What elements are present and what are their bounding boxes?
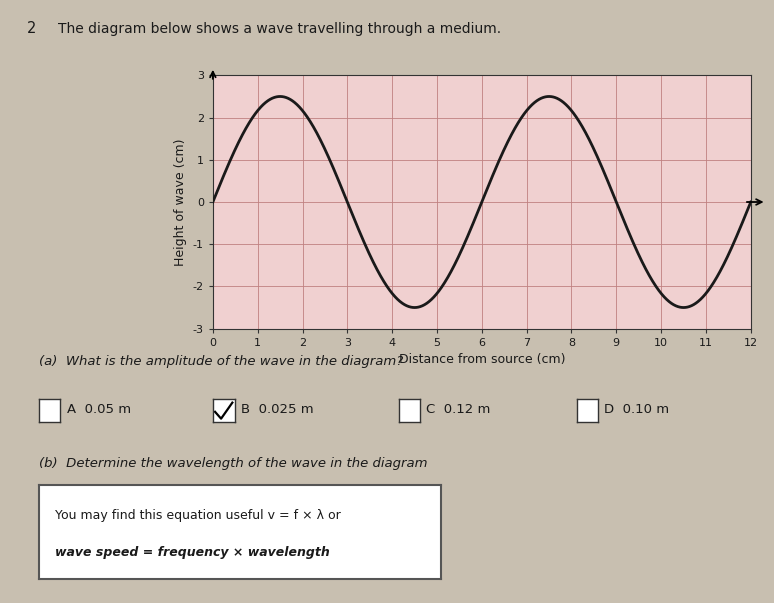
Y-axis label: Height of wave (cm): Height of wave (cm) [174, 138, 187, 266]
Text: A  0.05 m: A 0.05 m [67, 403, 131, 416]
Text: C  0.12 m: C 0.12 m [426, 403, 491, 416]
X-axis label: Distance from source (cm): Distance from source (cm) [399, 353, 565, 366]
Text: The diagram below shows a wave travelling through a medium.: The diagram below shows a wave travellin… [58, 22, 502, 36]
Text: (b)  Determine the wavelength of the wave in the diagram: (b) Determine the wavelength of the wave… [39, 457, 427, 470]
Text: D  0.10 m: D 0.10 m [604, 403, 670, 416]
Text: 2: 2 [27, 21, 36, 36]
Text: B  0.025 m: B 0.025 m [241, 403, 313, 416]
Text: You may find this equation useful v = f × λ or: You may find this equation useful v = f … [55, 509, 341, 522]
Text: (a)  What is the amplitude of the wave in the diagram?: (a) What is the amplitude of the wave in… [39, 355, 403, 368]
Text: wave speed = frequency × wavelength: wave speed = frequency × wavelength [55, 546, 330, 559]
